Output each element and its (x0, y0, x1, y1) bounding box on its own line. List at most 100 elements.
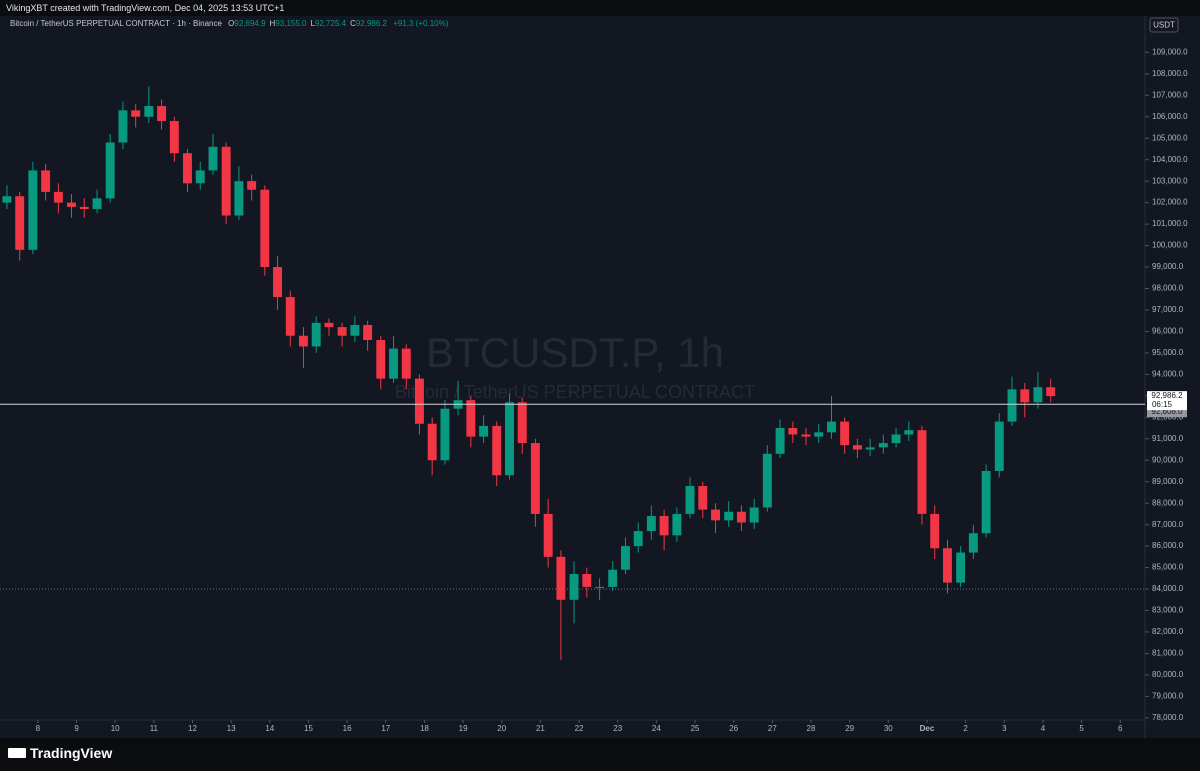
candle-body (981, 470, 991, 534)
y-tick-label: 105,000.0 (1152, 133, 1188, 142)
candle-body (943, 548, 952, 583)
y-tick-label: 103,000.0 (1152, 176, 1188, 185)
candle-body (608, 569, 618, 587)
candle-body (183, 153, 192, 184)
candle-body (337, 327, 347, 336)
candle-body (646, 516, 656, 532)
candle-body (28, 170, 38, 250)
chart-background (0, 16, 1200, 738)
ohlc-value: 92,986.2 (355, 19, 387, 28)
candle-body (1007, 389, 1017, 422)
y-tick-label: 106,000.0 (1152, 112, 1188, 121)
candle-body (620, 546, 630, 570)
x-tick-label: 9 (74, 724, 79, 733)
x-tick-label: 13 (227, 724, 236, 733)
candle-body (285, 297, 295, 336)
ohlc-key: H (269, 19, 276, 28)
candle-body (2, 196, 12, 203)
symbol: Bitcoin / TetherUS PERPETUAL CONTRACT · … (10, 19, 222, 28)
candle-body (53, 191, 63, 203)
last-price-label: 92,986.2 (1151, 391, 1183, 400)
x-tick-label: 21 (536, 724, 545, 733)
candle-body (711, 509, 720, 521)
x-tick-label: 20 (497, 724, 506, 733)
candle-body (724, 511, 734, 521)
candle-body (840, 421, 850, 446)
candle-body (633, 531, 643, 547)
x-tick-label: 18 (420, 724, 429, 733)
y-tick-label: 95,000.0 (1152, 348, 1184, 357)
currency-label[interactable]: USDT (1153, 21, 1175, 30)
candle-body (363, 324, 373, 341)
candle-body (827, 421, 836, 433)
watermark-subtitle: Bitcoin / TetherUS PERPETUAL CONTRACT (395, 382, 755, 402)
candle-body (389, 348, 398, 379)
candle-body (505, 402, 514, 476)
candle-body (556, 556, 566, 600)
candle-body (801, 434, 811, 437)
x-tick-label: 12 (188, 724, 197, 733)
candle-body (569, 574, 579, 600)
x-tick-label: 22 (575, 724, 584, 733)
ohlc-value: 93,155.0 (275, 19, 307, 28)
y-tick-label: 102,000.0 (1152, 198, 1188, 207)
candle-body (1033, 387, 1043, 403)
x-tick-label: 30 (884, 724, 893, 733)
candle-body (788, 428, 798, 435)
x-tick-label: 8 (36, 724, 41, 733)
y-tick-label: 86,000.0 (1152, 541, 1184, 550)
legend: Bitcoin / TetherUS PERPETUAL CONTRACT · … (10, 19, 448, 28)
x-tick-label: 15 (304, 724, 313, 733)
candle-body (904, 430, 914, 435)
x-tick-label: 26 (729, 724, 738, 733)
ohlc-key: O (228, 19, 235, 28)
candle-body (260, 189, 270, 268)
y-tick-label: 85,000.0 (1152, 563, 1184, 572)
candle-body (543, 513, 553, 557)
candle-body (376, 340, 386, 379)
y-tick-label: 104,000.0 (1152, 155, 1188, 164)
candle-body (414, 378, 424, 424)
y-tick-label: 82,000.0 (1152, 627, 1184, 636)
candle-body (105, 142, 115, 199)
x-tick-label: 16 (343, 724, 352, 733)
x-tick-label: 2 (963, 724, 968, 733)
candle-body (479, 425, 489, 437)
x-tick-label: 17 (381, 724, 390, 733)
y-tick-label: 99,000.0 (1152, 262, 1184, 271)
candle-body (350, 324, 360, 336)
candle-body (1046, 387, 1056, 397)
last-price-box (1147, 391, 1187, 411)
y-tick-label: 108,000.0 (1152, 69, 1188, 78)
candle-body (41, 170, 51, 192)
logo-text: TradingView (30, 745, 113, 761)
x-tick-label: 19 (459, 724, 468, 733)
logo-icon (8, 748, 26, 758)
change: +91.3 (+0.10%) (393, 19, 449, 28)
candle-body (749, 507, 759, 523)
ohlc-value: 92,694.9 (234, 19, 266, 28)
logo[interactable]: TradingView (8, 745, 112, 761)
y-tick-label: 81,000.0 (1152, 649, 1184, 658)
candle-body (67, 202, 76, 207)
watermark-title: BTCUSDT.P, 1h (426, 329, 724, 376)
x-tick-label: 14 (265, 724, 274, 733)
x-tick-label: 5 (1079, 724, 1084, 733)
candle-body (15, 196, 25, 250)
candle-body (595, 586, 605, 588)
candle-body (208, 146, 218, 171)
y-tick-label: 87,000.0 (1152, 520, 1184, 529)
ohlc-key: C (350, 19, 356, 28)
candle-body (582, 574, 592, 587)
x-tick-label: 6 (1118, 724, 1123, 733)
candle-body (517, 402, 527, 444)
candle-body (195, 170, 205, 184)
currency-box[interactable] (1149, 17, 1179, 33)
y-tick-label: 78,000.0 (1152, 713, 1184, 722)
candle-body (891, 434, 901, 444)
candle-body (530, 443, 540, 514)
candle-body (968, 533, 978, 553)
candle-body (852, 445, 862, 450)
